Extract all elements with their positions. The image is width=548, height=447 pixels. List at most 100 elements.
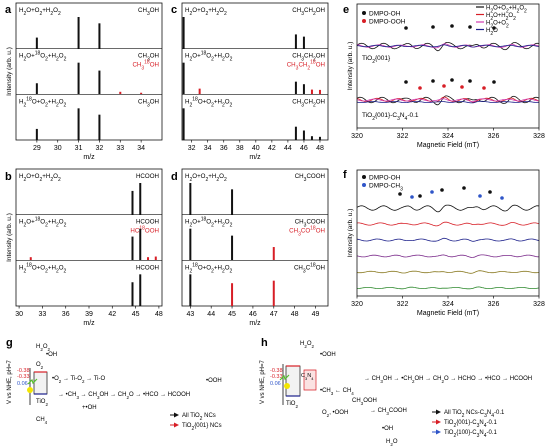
dmpo-oh-marker	[492, 80, 496, 84]
panel-label-b: b	[5, 171, 12, 183]
spectrum-peak	[272, 247, 275, 261]
x-tick-label: 34	[137, 145, 145, 152]
row-product: CH3COOH	[295, 219, 325, 229]
potential-g-3: 0.06	[17, 381, 28, 387]
spectrum-peak	[139, 274, 142, 306]
x-tick-label: 42	[108, 311, 116, 318]
y-axis-label: Intensity (arb. u.)	[6, 213, 13, 262]
panel-label-e: e	[343, 4, 349, 16]
dmpo-ch3-marker	[430, 190, 434, 194]
spectrum-peak	[189, 228, 192, 261]
dmpo-ooh-marker	[482, 86, 486, 90]
x-tick-label: 44	[284, 145, 292, 152]
row-label: H2O+18O2+H2O2	[185, 217, 233, 229]
spectrum-peak	[294, 126, 297, 140]
x-tick-label: 320	[351, 301, 363, 308]
x-tick-label: 324	[442, 301, 454, 308]
mechanism-g-legend-1: All TiO2 NCs	[182, 413, 216, 422]
potential-h-1: -0.38	[270, 368, 283, 374]
svg-text:+•OH: +•OH	[82, 405, 97, 411]
dmpo-oh-marker	[462, 186, 466, 190]
x-tick-label: 32	[96, 145, 104, 152]
spectrum-peak	[98, 23, 101, 49]
row-product: CH3CH2OH	[292, 98, 325, 108]
epr-trace	[356, 95, 540, 106]
potential-h-3: 0.06	[270, 381, 281, 387]
row-label: H218O+O2+H2O2	[185, 262, 233, 274]
svg-text:O2: O2	[36, 362, 44, 370]
x-tick-label: 48	[155, 311, 163, 318]
dmpo-ch3-marker	[410, 195, 414, 199]
mechanism-g-legend-2: TiO2{001} NCs	[182, 423, 222, 432]
row-product: CH3OH	[138, 98, 159, 108]
x-tick-label: 326	[488, 133, 500, 140]
dmpo-oh-marker	[468, 25, 472, 29]
x-tick-label: 33	[116, 145, 124, 152]
potential-g-2: -0.33	[17, 374, 30, 380]
potential-g-1: -0.38	[17, 368, 30, 374]
svg-text:→ •CH3 → CH3OH → CH2O → •HCO →: → •CH3 → CH3OH → CH2O → •HCO → HCOOH	[58, 392, 190, 400]
dmpo-oh-marker	[450, 78, 454, 82]
x-axis-label: m/z	[249, 154, 261, 161]
row-product: CH3OH	[138, 7, 159, 17]
svg-text:H2O2: H2O2	[300, 341, 315, 349]
dmpo-ooh-marker	[442, 84, 446, 88]
plot-frame-c	[181, 2, 329, 141]
spectrum-peak	[119, 91, 122, 95]
epr-trace	[356, 221, 540, 227]
mechanism-h-ylabel: V vs NHE, pH=7	[260, 359, 266, 404]
panel-g: g V vs NHE, pH=7 -0.38 -0.33 0.06 H2O2 •…	[6, 337, 222, 432]
svg-text:CH3OOH: CH3OOH	[352, 398, 377, 406]
legend-label: H2O+O2+H2O2	[486, 6, 527, 15]
legend-marker-label: DMPO-OH	[369, 11, 401, 18]
spectrum-peak	[154, 256, 157, 261]
spectrum-peak	[131, 236, 134, 261]
spectrum-peak	[198, 88, 201, 95]
dmpo-oh-marker	[468, 79, 472, 83]
row-label: H2O+O2+H2O2	[19, 7, 61, 17]
x-tick-label: 49	[312, 311, 320, 318]
svg-text:•O2 → Ti-O2 → Ti-O: •O2 → Ti-O2 → Ti-O	[52, 376, 105, 384]
x-tick-label: 42	[268, 145, 276, 152]
x-tick-label: 33	[39, 311, 47, 318]
spectrum-peak	[182, 17, 185, 49]
x-tick-label: 322	[397, 301, 409, 308]
x-tick-label: 39	[85, 311, 93, 318]
row-label: H218O+O2+H2O2	[185, 96, 233, 108]
epr-trace	[356, 204, 540, 213]
panel-label-d: d	[171, 171, 178, 183]
spectrum-peak	[189, 274, 192, 306]
panel-e: e 320 322 324 326 328 Magnetic Field (mT) Inten…	[343, 3, 545, 149]
y-axis-label: Intensity (arb. u.)	[6, 47, 13, 96]
epr-trace	[356, 42, 540, 52]
plot-frame-a	[15, 2, 163, 141]
svg-text:•OOH: •OOH	[206, 378, 222, 384]
dmpo-oh-marker	[431, 79, 435, 83]
x-tick-label: 45	[132, 311, 140, 318]
x-tick-label: 40	[252, 145, 260, 152]
dmpo-ch3-marker	[478, 194, 482, 198]
legend-marker-label: DMPO-OOH	[369, 19, 406, 26]
spectrum-peak	[318, 136, 321, 140]
x-tick-label: 34	[204, 145, 212, 152]
x-tick-label: 328	[533, 133, 545, 140]
svg-text:•OH: •OH	[46, 352, 57, 358]
sun-icon	[27, 387, 33, 393]
row-label: H2O+18O2+H2O2	[19, 51, 67, 63]
spectrum-peak	[231, 189, 234, 215]
spectrum-peak	[231, 235, 234, 261]
x-tick-label: 44	[207, 311, 215, 318]
x-tick-label: 322	[397, 133, 409, 140]
row-product: CH3CH2OH	[292, 7, 325, 17]
legend-label: H2O+H2O2	[486, 13, 516, 22]
row-label: H218O+O2+H2O2	[19, 96, 67, 108]
spectrum-peak	[35, 128, 38, 140]
spectrum-peak	[77, 108, 80, 140]
spectrum-peak	[35, 37, 38, 49]
panel-d: d H2O+O2+H2O2 CH3COOH H2O+18O2+H2O2 CH3COOH C…	[171, 168, 329, 327]
x-tick-label: 31	[75, 145, 83, 152]
x-tick-label: 30	[15, 311, 23, 318]
svg-text:CH4: CH4	[36, 417, 48, 425]
